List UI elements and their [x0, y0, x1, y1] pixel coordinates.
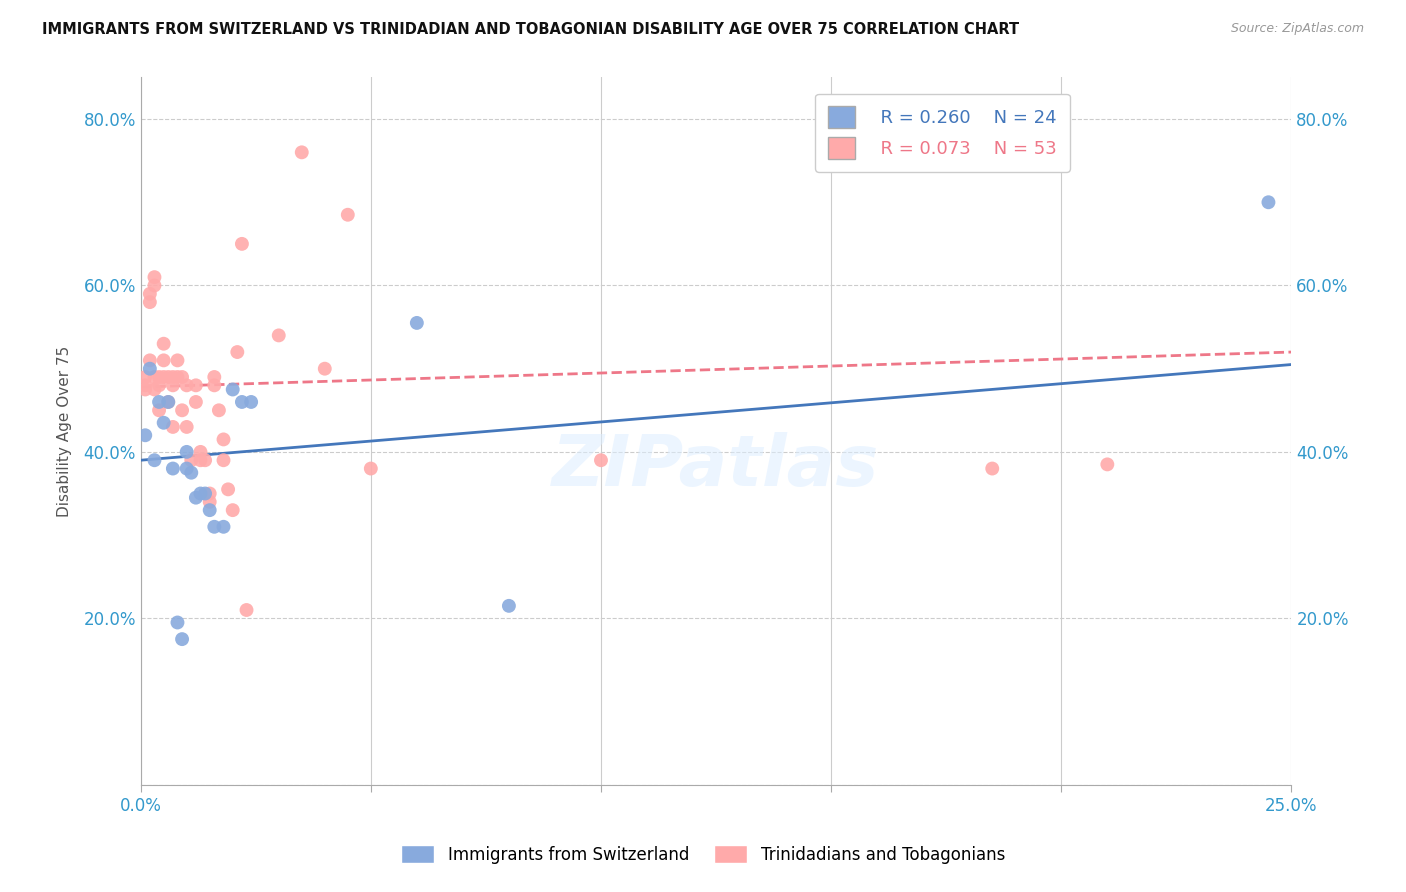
Point: [134, 370, 156, 384]
Point: [1257, 195, 1279, 210]
Point: [291, 145, 314, 160]
Legend:   R = 0.260    N = 24,   R = 0.073    N = 53: R = 0.260 N = 24, R = 0.073 N = 53: [815, 94, 1070, 172]
Point: [240, 395, 263, 409]
Point: [198, 486, 221, 500]
Point: [134, 428, 156, 442]
Point: [231, 395, 253, 409]
Point: [148, 403, 170, 417]
Point: [194, 486, 217, 500]
Point: [589, 453, 612, 467]
Point: [222, 383, 245, 397]
Point: [157, 395, 180, 409]
Point: [176, 420, 198, 434]
Point: [981, 461, 1004, 475]
Point: [152, 416, 174, 430]
Point: [198, 495, 221, 509]
Point: [162, 461, 184, 475]
Point: [134, 378, 156, 392]
Point: [166, 353, 188, 368]
Point: [1097, 458, 1119, 472]
Point: [202, 520, 225, 534]
Point: [162, 370, 184, 384]
Point: [143, 370, 166, 384]
Point: [134, 383, 156, 397]
Point: [139, 295, 162, 310]
Point: [235, 603, 257, 617]
Point: [405, 316, 427, 330]
Point: [190, 453, 212, 467]
Point: [190, 486, 212, 500]
Point: [212, 433, 235, 447]
Point: [143, 270, 166, 285]
Point: [143, 453, 166, 467]
Point: [157, 395, 180, 409]
Point: [190, 445, 212, 459]
Point: [202, 370, 225, 384]
Point: [148, 370, 170, 384]
Point: [176, 378, 198, 392]
Point: [162, 420, 184, 434]
Point: [143, 383, 166, 397]
Point: [152, 353, 174, 368]
Point: [217, 483, 239, 497]
Point: [184, 491, 207, 505]
Point: [194, 453, 217, 467]
Point: [360, 461, 382, 475]
Point: [231, 236, 253, 251]
Point: [162, 378, 184, 392]
Legend: Immigrants from Switzerland, Trinidadians and Tobagonians: Immigrants from Switzerland, Trinidadian…: [394, 838, 1012, 871]
Point: [152, 336, 174, 351]
Point: [139, 353, 162, 368]
Point: [198, 503, 221, 517]
Point: [267, 328, 290, 343]
Point: [336, 208, 359, 222]
Point: [184, 378, 207, 392]
Point: [314, 361, 336, 376]
Point: [202, 378, 225, 392]
Point: [176, 461, 198, 475]
Point: [498, 599, 520, 613]
Point: [212, 520, 235, 534]
Text: ZIPatlas: ZIPatlas: [553, 432, 880, 501]
Point: [212, 453, 235, 467]
Y-axis label: Disability Age Over 75: Disability Age Over 75: [58, 345, 72, 516]
Point: [139, 361, 162, 376]
Point: [166, 615, 188, 630]
Point: [222, 503, 245, 517]
Point: [157, 370, 180, 384]
Point: [208, 403, 231, 417]
Point: [184, 395, 207, 409]
Point: [166, 370, 188, 384]
Text: Source: ZipAtlas.com: Source: ZipAtlas.com: [1230, 22, 1364, 36]
Point: [180, 453, 202, 467]
Point: [148, 395, 170, 409]
Point: [172, 370, 194, 384]
Point: [226, 345, 249, 359]
Point: [180, 466, 202, 480]
Point: [139, 286, 162, 301]
Point: [143, 278, 166, 293]
Point: [148, 378, 170, 392]
Text: IMMIGRANTS FROM SWITZERLAND VS TRINIDADIAN AND TOBAGONIAN DISABILITY AGE OVER 75: IMMIGRANTS FROM SWITZERLAND VS TRINIDADI…: [42, 22, 1019, 37]
Point: [152, 370, 174, 384]
Point: [172, 403, 194, 417]
Point: [176, 445, 198, 459]
Point: [172, 632, 194, 647]
